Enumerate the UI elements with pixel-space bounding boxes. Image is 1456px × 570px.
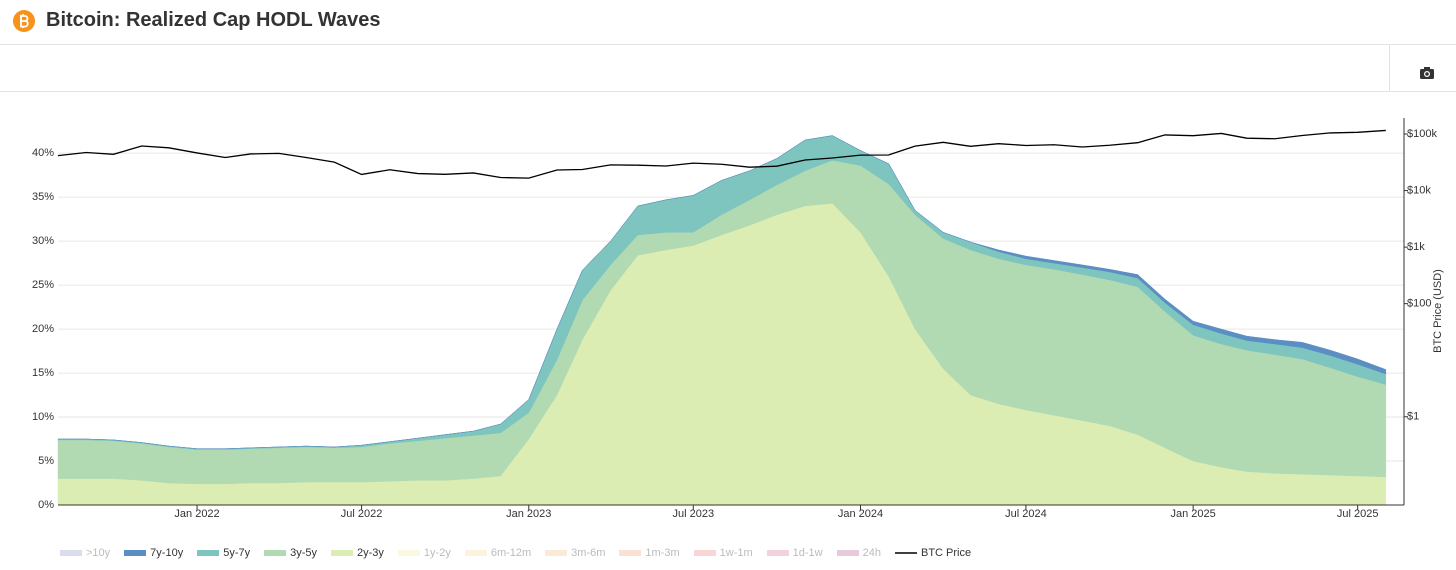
legend-item[interactable]: 7y-10y: [124, 547, 183, 559]
page-title: Bitcoin: Realized Cap HODL Waves: [46, 9, 381, 31]
legend-item[interactable]: 1w-1m: [693, 547, 753, 559]
legend-marker: [766, 550, 789, 556]
x-tick-label: Jan 2023: [506, 508, 551, 520]
legend-marker: [894, 552, 917, 554]
legend-swatch: [766, 550, 789, 556]
x-tick-label: Jan 2025: [1171, 508, 1216, 520]
chart: 0%5%10%15%20%25%30%35%40%BITCOIN MAGAZIN…: [32, 118, 1444, 520]
legend-item[interactable]: 3y-5y: [264, 547, 317, 559]
separator: [1389, 45, 1390, 91]
legend-item[interactable]: 1y-2y: [397, 547, 451, 559]
legend-swatch: [197, 550, 220, 556]
y2-axis-label: BTC Price (USD): [1432, 269, 1444, 353]
x-tick-label: Jan 2022: [174, 508, 219, 520]
legend-item[interactable]: 24h: [836, 547, 881, 559]
line: [57, 129, 1386, 179]
legend-marker: [397, 550, 420, 556]
legend-marker: [545, 550, 568, 556]
legend-label: 3m-6m: [571, 547, 606, 559]
legend-marker: [331, 550, 354, 556]
legend-swatch: [545, 550, 568, 556]
y-tick-label: 20%: [32, 323, 54, 335]
legend-swatch: [397, 550, 420, 556]
legend-label: 3y-5y: [290, 547, 318, 559]
y2-tick-label: $1k: [1407, 241, 1425, 253]
y-tick-label: 15%: [32, 367, 54, 379]
header: Bitcoin: Realized Cap HODL Waves: [0, 0, 1456, 45]
y2-tick-label: $10k: [1407, 184, 1431, 196]
legend-swatch: [836, 550, 859, 556]
x-tick-label: Jul 2023: [672, 508, 714, 520]
legend-marker: [464, 550, 487, 556]
y-tick-label: 0%: [38, 499, 54, 511]
legend-item[interactable]: 2y-3y: [331, 547, 384, 559]
legend-swatch: [619, 550, 642, 556]
x-tick-label: Jul 2025: [1337, 508, 1379, 520]
legend-label: 6m-12m: [490, 547, 532, 559]
legend-swatch: [60, 550, 82, 556]
legend-marker: [619, 550, 642, 556]
legend-label: 5y-7y: [223, 547, 251, 559]
legend-marker: [60, 550, 82, 556]
legend-item[interactable]: 6m-12m: [464, 547, 532, 559]
legend-marker: [836, 550, 859, 556]
legend-marker: [264, 550, 287, 556]
legend-marker: [693, 550, 716, 556]
legend-label: BTC Price: [920, 547, 972, 559]
legend-label: >10y: [86, 547, 111, 559]
legend-item[interactable]: 5y-7y: [197, 547, 250, 559]
legend-label: 1y-2y: [423, 547, 451, 559]
legend-label: 7y-10y: [150, 547, 184, 559]
legend-label: 1d-1w: [792, 547, 823, 559]
y2-tick-label: $1: [1407, 411, 1419, 423]
legend-label: 1m-3m: [645, 547, 680, 559]
legend-label: 1w-1m: [719, 547, 753, 559]
legend-swatch: [124, 550, 147, 556]
legend-swatch: [464, 550, 487, 556]
camera-button[interactable]: [1419, 66, 1435, 80]
bitcoin-icon: [13, 10, 35, 32]
toolbar: [0, 45, 1456, 92]
legend-swatch: [693, 550, 716, 556]
area: [58, 135, 1387, 449]
legend: >10y 7y-10y 5y-7y 3y-5y 2y-3y 1y-2y 6m-12m 3m-6…: [60, 547, 971, 559]
x-tick-label: Jul 2022: [341, 508, 383, 520]
x-tick-label: Jul 2024: [1005, 508, 1047, 520]
x-tick-label: Jan 2024: [838, 508, 883, 520]
legend-label: 24h: [862, 547, 881, 559]
legend-marker: [124, 550, 147, 556]
legend-swatch: [331, 550, 354, 556]
y2-tick-label: $100: [1407, 298, 1431, 310]
legend-item[interactable]: 3m-6m: [545, 547, 605, 559]
legend-label: 2y-3y: [357, 547, 384, 559]
y-tick-label: 25%: [32, 279, 54, 291]
y-tick-label: 5%: [38, 455, 54, 467]
y-tick-label: 10%: [32, 411, 54, 423]
legend-item[interactable]: 1m-3m: [619, 547, 680, 559]
y-tick-label: 30%: [32, 235, 54, 247]
legend-item[interactable]: >10y: [60, 547, 110, 559]
y-tick-label: 35%: [32, 191, 54, 203]
legend-item[interactable]: BTC Price: [894, 547, 972, 559]
legend-swatch: [264, 550, 287, 556]
y-tick-label: 40%: [32, 147, 54, 159]
legend-marker: [197, 550, 220, 556]
y2-tick-label: $100k: [1407, 128, 1437, 140]
legend-item[interactable]: 1d-1w: [766, 547, 823, 559]
